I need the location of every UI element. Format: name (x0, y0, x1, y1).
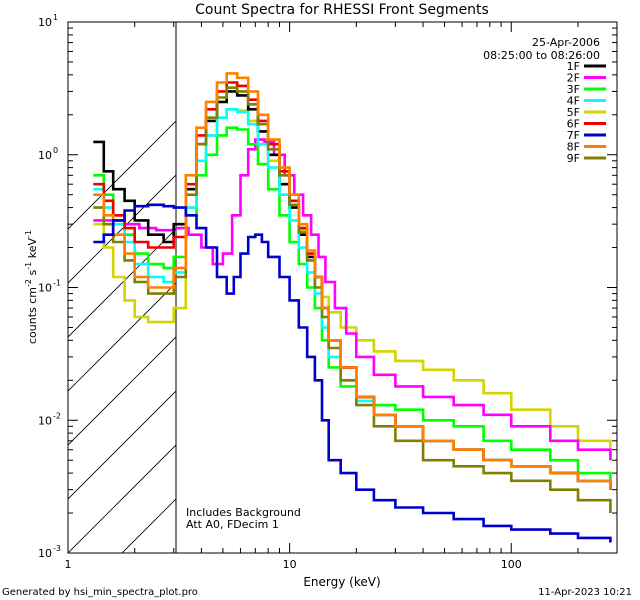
series-line-1F (93, 90, 612, 490)
annotation-attenuator: Att A0, FDecim 1 (186, 518, 279, 531)
hatch-line (284, 0, 640, 553)
footer-generated-by: Generated by hsi_min_spectra_plot.pro (2, 587, 198, 598)
hatch-line (121, 498, 176, 553)
hatch-line (68, 444, 176, 553)
hatch-line (446, 0, 640, 553)
x-axis-label: Energy (keV) (303, 575, 380, 589)
legend-label-2F: 2F (567, 72, 580, 85)
hatch-line (68, 120, 176, 230)
y-tick-exponent: 1 (53, 13, 58, 22)
series-line-6F (93, 81, 612, 490)
hatch-line (68, 390, 176, 500)
y-axis-label: counts cm-2 s-1 keV-1 (24, 230, 39, 344)
series-line-3F (93, 126, 612, 481)
date-label: 25-Apr-2006 (532, 36, 600, 49)
legend-label-1F: 1F (567, 60, 580, 73)
x-tick-label: 10 (283, 558, 297, 571)
hatch-line (392, 0, 640, 553)
legend-label-7F: 7F (567, 129, 580, 142)
annotation-background: Includes Background (186, 506, 301, 519)
y-tick-exponent: -1 (53, 279, 61, 288)
legend-label-6F: 6F (567, 118, 580, 131)
y-tick-exponent: -3 (53, 544, 61, 553)
series-line-5F (93, 108, 612, 461)
y-tick-exponent: 0 (53, 146, 58, 155)
x-tick-label: 1 (65, 558, 72, 571)
legend-label-9F: 9F (567, 152, 580, 165)
hatch-line (68, 282, 176, 392)
series-line-2F (93, 138, 612, 461)
excluded-energy-hatch (68, 0, 640, 553)
legend-label-8F: 8F (567, 141, 580, 154)
y-tick-label: 10 (38, 547, 52, 560)
series-line-4F (93, 108, 612, 490)
x-tick-label: 100 (501, 558, 522, 571)
legend-label-4F: 4F (567, 95, 580, 108)
series-line-7F (93, 203, 612, 543)
y-tick-label: 10 (38, 414, 52, 427)
hatch-line (338, 0, 640, 553)
hatch-line (68, 174, 176, 284)
series-line-8F (93, 72, 612, 490)
y-tick-exponent: -2 (53, 411, 61, 420)
y-tick-label: 10 (38, 16, 52, 29)
y-tick-label: 10 (38, 282, 52, 295)
legend-label-3F: 3F (567, 83, 580, 96)
series-line-9F (93, 86, 612, 513)
footer-timestamp: 11-Apr-2023 10:21 (538, 587, 632, 598)
legend-label-5F: 5F (567, 106, 580, 119)
y-tick-label: 10 (38, 149, 52, 162)
time-range-label: 08:25:00 to 08:26:00 (483, 49, 600, 62)
hatch-line (68, 228, 176, 338)
chart-title: Count Spectra for RHESSI Front Segments (195, 2, 489, 18)
